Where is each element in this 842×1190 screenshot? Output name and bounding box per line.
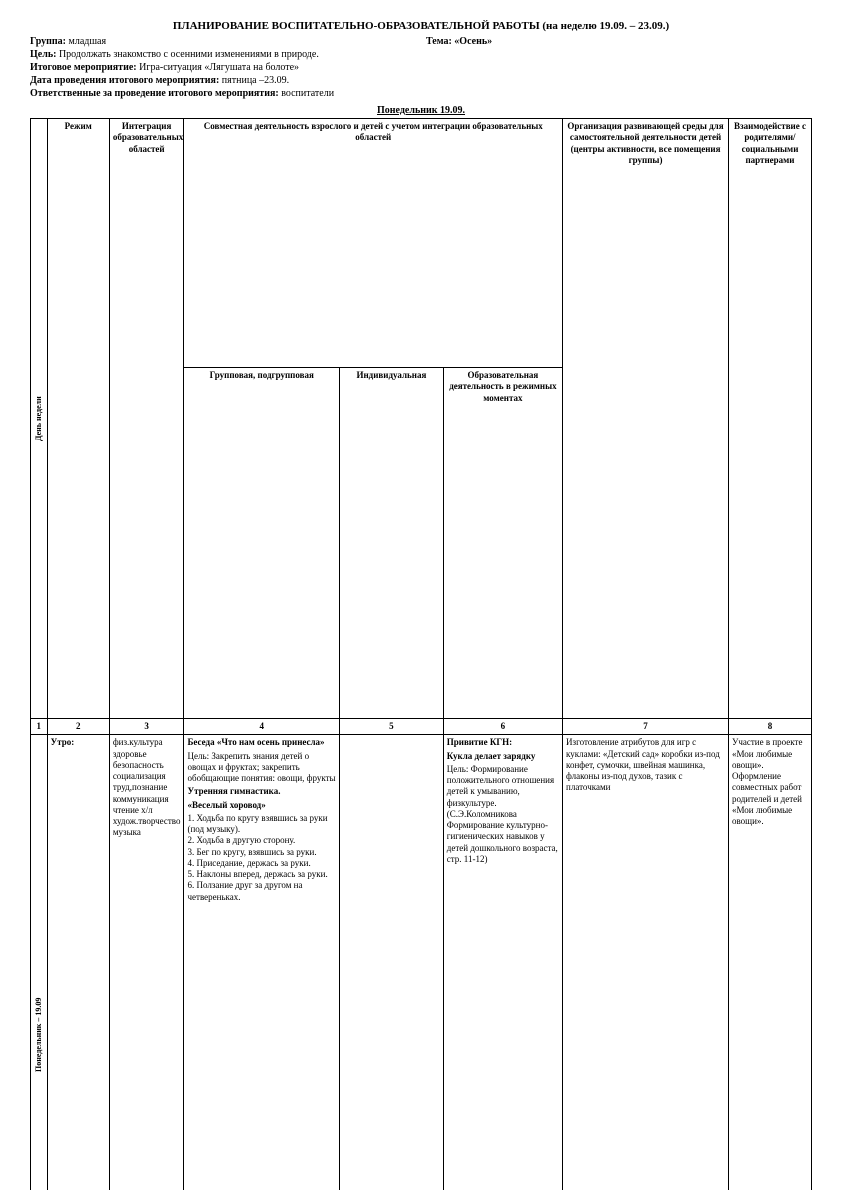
cell-inter: Участие в проекте «Мои любимые овощи». О… — [728, 735, 811, 1190]
th-day: День недели — [31, 119, 48, 719]
date-label: Дата проведения итогового мероприятия: — [30, 75, 219, 86]
th-integration: Интеграция образовательных областей — [109, 119, 184, 719]
num-1: 1 — [31, 719, 48, 735]
theme-value: «Осень» — [454, 36, 492, 47]
group-list: 1. Ходьба по кругу взявшись за руки (под… — [187, 813, 336, 903]
num-row: 1 2 3 4 5 6 7 8 — [31, 719, 812, 735]
th-indiv: Индивидуальная — [340, 368, 444, 719]
goal-label: Цель: — [30, 49, 56, 60]
obr-bold-2: Кукла делает зарядку — [447, 751, 536, 761]
group-bold-3: «Веселый хоровод» — [187, 800, 265, 810]
resp-label: Ответственные за проведение итогового ме… — [30, 88, 279, 99]
goal-value: Продолжать знакомство с осенними изменен… — [59, 49, 319, 60]
plan-table: День недели Режим Интеграция образовател… — [30, 118, 812, 1190]
cell-rezim: Утро: — [47, 735, 109, 1190]
group-value: младшая — [69, 36, 107, 47]
group-label: Группа: — [30, 36, 66, 47]
day-title: Понедельник 19.09. — [30, 105, 812, 116]
date-line: Дата проведения итогового мероприятия: п… — [30, 75, 812, 86]
event-line: Итоговое мероприятие: Игра-ситуация «Ляг… — [30, 62, 812, 73]
goal-line: Цель: Продолжать знакомство с осенними и… — [30, 49, 812, 60]
th-rezim: Режим — [47, 119, 109, 719]
cell-indiv — [340, 735, 444, 1190]
table-row: Понедельник – 19.09 Утро: физ.культура з… — [31, 735, 812, 1190]
th-obr: Образовательная деятельность в режимных … — [443, 368, 562, 719]
header-row-group-theme: Группа: младшая Тема: «Осень» — [30, 36, 812, 47]
group-text-1: Цель: Закрепить знания детей о овощах и … — [187, 751, 336, 785]
num-3: 3 — [109, 719, 184, 735]
num-5: 5 — [340, 719, 444, 735]
th-group: Групповая, подгрупповая — [184, 368, 340, 719]
theme-label: Тема: — [426, 36, 452, 47]
obr-text: Цель: Формирование положительного отноше… — [447, 764, 559, 865]
date-value: пятница –23.09. — [222, 75, 289, 86]
group-bold-2: Утренняя гимнастика. — [187, 786, 280, 796]
num-2: 2 — [47, 719, 109, 735]
th-inter: Взаимодействие с родителями/ социальными… — [728, 119, 811, 719]
obr-bold-1: Привитие КГН: — [447, 737, 512, 747]
cell-group: Беседа «Что нам осень принесла» Цель: За… — [184, 735, 340, 1190]
cell-obr: Привитие КГН: Кукла делает зарядку Цель:… — [443, 735, 562, 1190]
cell-int: физ.культура здоровье безопасность социа… — [109, 735, 184, 1190]
resp-value: воспитатели — [281, 88, 334, 99]
cell-day: Понедельник – 19.09 — [31, 735, 48, 1190]
num-6: 6 — [443, 719, 562, 735]
num-8: 8 — [728, 719, 811, 735]
doc-title: ПЛАНИРОВАНИЕ ВОСПИТАТЕЛЬНО-ОБРАЗОВАТЕЛЬН… — [30, 20, 812, 32]
event-label: Итоговое мероприятие: — [30, 62, 137, 73]
th-joint: Совместная деятельность взрослого и дете… — [184, 119, 563, 368]
cell-org: Изготовление атрибутов для игр с куклами… — [563, 735, 729, 1190]
event-value: Игра-ситуация «Лягушата на болоте» — [139, 62, 299, 73]
num-7: 7 — [563, 719, 729, 735]
th-org: Организация развивающей среды для самост… — [563, 119, 729, 719]
resp-line: Ответственные за проведение итогового ме… — [30, 88, 812, 99]
group-bold-1: Беседа «Что нам осень принесла» — [187, 737, 324, 747]
rezim-text: Утро: — [51, 737, 75, 747]
num-4: 4 — [184, 719, 340, 735]
